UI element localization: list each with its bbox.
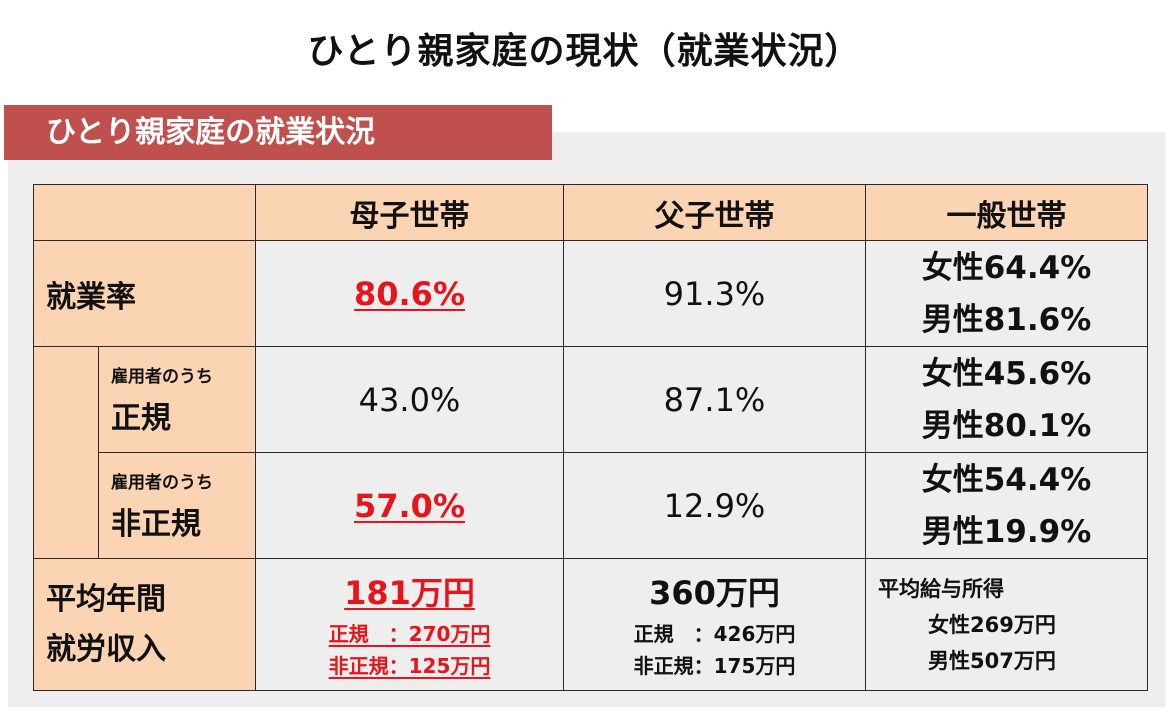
- general-female-value: 女性54.4%: [921, 461, 1092, 498]
- general-regular: 女性45.6% 男性80.1%: [865, 346, 1148, 453]
- mother-income: 181万円 正規 ：270万円 非正規：125万円: [255, 558, 564, 691]
- row-regular: 雇用者のうち 正規 43.0% 87.1% 女性45.6% 男性80.1%: [33, 346, 1148, 453]
- general-female-value: 女性45.6%: [921, 355, 1092, 392]
- father-income: 360万円 正規 ：426万円 非正規：175万円: [563, 558, 866, 691]
- mother-nonregular: 57.0%: [255, 452, 564, 559]
- mother-income-total: 181万円: [344, 573, 475, 612]
- general-income-heading: 平均給与所得: [878, 576, 1004, 601]
- general-income: 平均給与所得 女性269万円 男性507万円: [865, 558, 1148, 691]
- general-male-value: 男性81.6%: [921, 301, 1092, 338]
- general-income-female: 女性269万円: [928, 612, 1056, 637]
- mother-employment-rate: 80.6%: [255, 240, 564, 347]
- label-regular-small: 雇用者のうち: [111, 367, 213, 387]
- header-father: 父子世帯: [563, 184, 866, 241]
- father-nonregular: 12.9%: [563, 452, 866, 559]
- general-income-male: 男性507万円: [928, 648, 1056, 673]
- mother-income-regular: 正規 ：270万円: [328, 621, 491, 646]
- label-indent: [33, 346, 99, 453]
- father-income-nonregular: 非正規：175万円: [633, 653, 796, 678]
- general-female-value: 女性64.4%: [921, 249, 1092, 286]
- father-income-regular: 正規 ：426万円: [633, 621, 796, 646]
- header-general: 一般世帯: [865, 184, 1148, 241]
- general-male-value: 男性80.1%: [921, 407, 1092, 444]
- page-title: ひとり親家庭の現状（就業状況）: [307, 31, 862, 72]
- father-income-total: 360万円: [649, 573, 780, 612]
- general-employment-rate: 女性64.4% 男性81.6%: [865, 240, 1148, 347]
- general-male-value: 男性19.9%: [921, 513, 1092, 550]
- general-nonregular: 女性54.4% 男性19.9%: [865, 452, 1148, 559]
- label-nonregular-small: 雇用者のうち: [111, 473, 213, 493]
- label-regular: 雇用者のうち 正規: [98, 346, 256, 453]
- employment-table: 母子世帯 父子世帯 一般世帯 就業率 80.6% 91.3% 女性64.4% 男…: [33, 184, 1148, 691]
- label-indent: [33, 452, 99, 559]
- label-employment-rate: 就業率: [33, 240, 256, 347]
- mother-regular: 43.0%: [255, 346, 564, 453]
- father-regular: 87.1%: [563, 346, 866, 453]
- row-employment-rate: 就業率 80.6% 91.3% 女性64.4% 男性81.6%: [33, 240, 1148, 347]
- header-mother: 母子世帯: [255, 184, 564, 241]
- label-nonregular-main: 非正規: [111, 507, 201, 542]
- label-nonregular: 雇用者のうち 非正規: [98, 452, 256, 559]
- mother-employment-rate-value: 80.6%: [353, 274, 465, 313]
- row-income: 平均年間 就労収入 181万円 正規 ：270万円 非正規：125万円 360万…: [33, 558, 1148, 691]
- label-income-line2: 就労収入: [46, 631, 166, 667]
- label-income: 平均年間 就労収入: [33, 558, 256, 691]
- father-employment-rate: 91.3%: [563, 240, 866, 347]
- mother-nonregular-value: 57.0%: [353, 486, 465, 525]
- row-nonregular: 雇用者のうち 非正規 57.0% 12.9% 女性54.4% 男性19.9%: [33, 452, 1148, 559]
- header-row: 母子世帯 父子世帯 一般世帯: [33, 184, 1148, 241]
- label-regular-main: 正規: [111, 401, 171, 436]
- label-income-line1: 平均年間: [46, 581, 166, 617]
- mother-income-nonregular: 非正規：125万円: [328, 653, 491, 678]
- section-banner: ひとり親家庭の就業状況: [4, 105, 552, 160]
- header-empty: [33, 184, 256, 241]
